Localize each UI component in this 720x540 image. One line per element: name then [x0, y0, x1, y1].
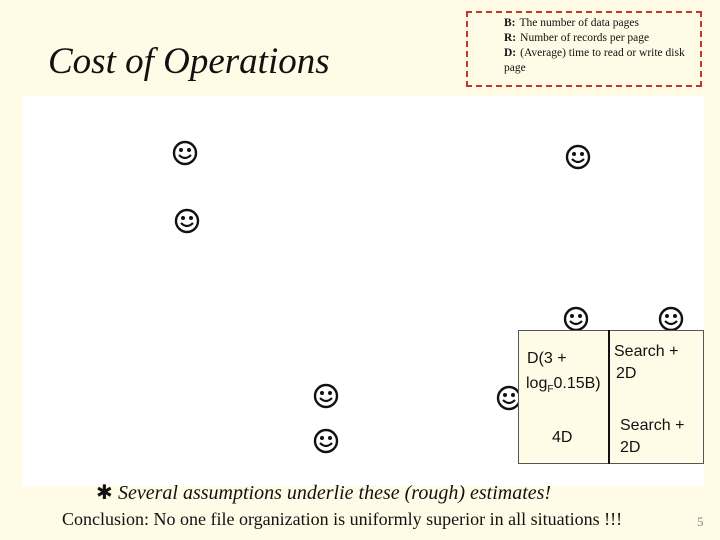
- legend-text-r: Number of records per page: [520, 32, 650, 44]
- legend-key-b: B:: [504, 17, 516, 29]
- legend-text-d: (Average) time to read or write disk pag…: [504, 47, 685, 74]
- legend-row-b: B: The number of data pages: [504, 16, 694, 31]
- assumptions-note-text: Several assumptions underlie these (roug…: [118, 482, 552, 504]
- legend-key-r: R:: [504, 32, 517, 44]
- legend-box: B: The number of data pages R: Number of r…: [466, 11, 702, 87]
- smiley-icon: [565, 144, 591, 170]
- legend-row-d: D: (Average) time to read or write disk p…: [474, 46, 694, 76]
- cell-log-text: log: [526, 375, 548, 392]
- asterisk-bullet-icon: ✱: [96, 482, 113, 504]
- cost-cells-box: [518, 330, 704, 464]
- smiley-icon: [172, 140, 198, 166]
- conclusion-text: Conclusion: No one file organization is …: [62, 509, 623, 529]
- cell-search-plus-2: Search +: [620, 417, 685, 434]
- cell-d3-plus: D(3 +: [527, 350, 567, 367]
- slide-title: Cost of Operations: [48, 41, 330, 82]
- legend-row-r: R: Number of records per page: [504, 31, 694, 46]
- cell-4d: 4D: [552, 429, 573, 446]
- cell-log-expression: logF0.15B): [526, 374, 601, 400]
- cell-2d-2: 2D: [620, 439, 641, 456]
- smiley-icon: [313, 428, 339, 454]
- smiley-icon: [563, 306, 589, 332]
- smiley-icon: [658, 306, 684, 332]
- smiley-icon: [313, 383, 339, 409]
- legend-key-d: D:: [504, 47, 517, 59]
- cell-log-tail: 0.15B): [553, 375, 601, 392]
- cell-2d-1: 2D: [616, 365, 637, 382]
- cell-search-plus-1: Search +: [614, 343, 679, 360]
- legend-text-b: The number of data pages: [519, 17, 639, 29]
- column-divider: [608, 330, 610, 464]
- smiley-icon: [174, 208, 200, 234]
- cell-log-subscript: F: [547, 384, 554, 396]
- page-number: 5: [697, 514, 704, 529]
- assumptions-note: ✱ Several assumptions underlie these (rou…: [96, 480, 551, 505]
